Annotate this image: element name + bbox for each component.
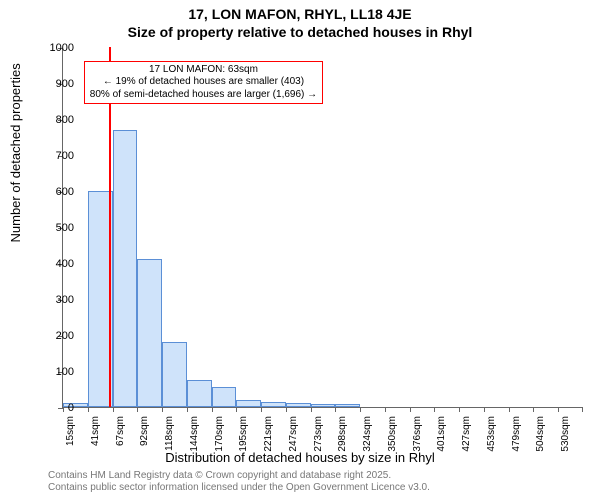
y-tick-label: 0 — [44, 402, 74, 414]
x-tick-mark — [162, 407, 163, 412]
x-tick-mark — [335, 407, 336, 412]
y-tick-label: 700 — [44, 150, 74, 162]
x-tick-mark — [533, 407, 534, 412]
x-tick-mark — [509, 407, 510, 412]
histogram-bar — [212, 387, 237, 407]
footer-line2: Contains public sector information licen… — [48, 482, 430, 494]
annotation-line3: 80% of semi-detached houses are larger (… — [90, 89, 317, 102]
chart-title-line2: Size of property relative to detached ho… — [0, 24, 600, 40]
footer-line1: Contains HM Land Registry data © Crown c… — [48, 470, 430, 482]
x-tick-mark — [187, 407, 188, 412]
x-tick-mark — [137, 407, 138, 412]
x-axis-label: Distribution of detached houses by size … — [0, 450, 600, 465]
x-tick-mark — [311, 407, 312, 412]
y-tick-label: 500 — [44, 222, 74, 234]
x-tick-mark — [113, 407, 114, 412]
histogram-bar — [261, 402, 286, 407]
annotation-line2: ← 19% of detached houses are smaller (40… — [90, 76, 317, 89]
x-tick-mark — [385, 407, 386, 412]
x-tick-mark — [236, 407, 237, 412]
histogram-bar — [187, 380, 212, 407]
histogram-bar — [311, 404, 336, 407]
footer-attribution: Contains HM Land Registry data © Crown c… — [48, 470, 430, 494]
y-axis-label: Number of detached properties — [8, 63, 23, 242]
y-tick-label: 800 — [44, 114, 74, 126]
x-tick-mark — [88, 407, 89, 412]
x-tick-mark — [582, 407, 583, 412]
y-tick-label: 600 — [44, 186, 74, 198]
x-tick-mark — [434, 407, 435, 412]
x-tick-mark — [459, 407, 460, 412]
plot-area: 15sqm41sqm67sqm92sqm118sqm144sqm170sqm19… — [62, 48, 582, 408]
histogram-bar — [335, 404, 360, 407]
histogram-bar — [137, 259, 162, 407]
x-tick-mark — [261, 407, 262, 412]
histogram-bar — [113, 130, 138, 407]
annotation-line1: 17 LON MAFON: 63sqm — [90, 64, 317, 77]
y-tick-label: 100 — [44, 366, 74, 378]
x-tick-mark — [286, 407, 287, 412]
histogram-bar — [162, 342, 187, 407]
x-tick-mark — [410, 407, 411, 412]
y-tick-label: 300 — [44, 294, 74, 306]
x-tick-mark — [212, 407, 213, 412]
x-tick-mark — [484, 407, 485, 412]
annotation-box: 17 LON MAFON: 63sqm← 19% of detached hou… — [84, 61, 323, 105]
x-tick-mark — [360, 407, 361, 412]
histogram-bar — [286, 403, 311, 407]
y-tick-label: 900 — [44, 78, 74, 90]
y-tick-label: 400 — [44, 258, 74, 270]
chart-container: 17, LON MAFON, RHYL, LL18 4JE Size of pr… — [0, 0, 600, 500]
histogram-bar — [236, 400, 261, 407]
chart-title-line1: 17, LON MAFON, RHYL, LL18 4JE — [0, 6, 600, 22]
y-tick-label: 1000 — [44, 42, 74, 54]
y-tick-label: 200 — [44, 330, 74, 342]
x-tick-mark — [558, 407, 559, 412]
